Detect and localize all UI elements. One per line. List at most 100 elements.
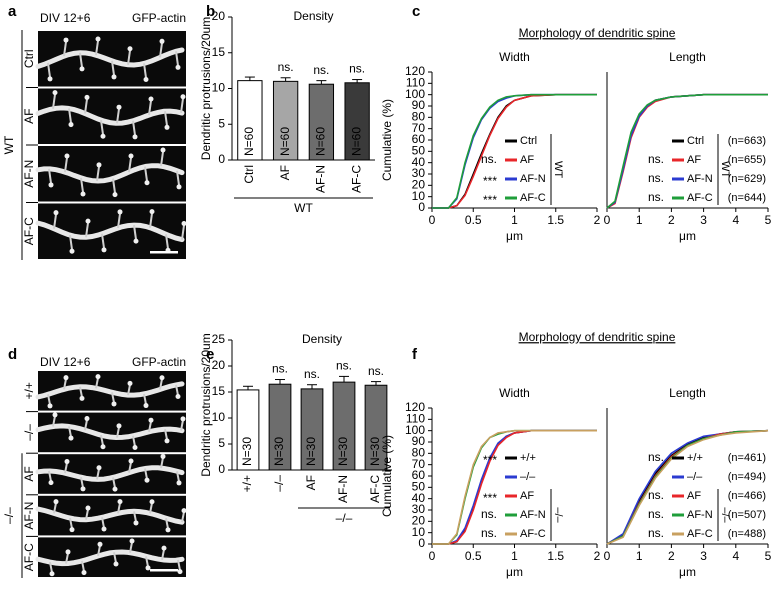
legend-stat: *** xyxy=(483,453,497,467)
legend-stat: ns. xyxy=(481,507,497,521)
spine-head xyxy=(145,565,151,571)
spine-head xyxy=(176,184,182,190)
spine xyxy=(117,502,121,514)
significance: ns. xyxy=(278,60,294,74)
x-tick-label: 0 xyxy=(604,549,611,563)
legend-count: (n=507) xyxy=(728,509,766,521)
spine xyxy=(181,511,185,523)
spine-head xyxy=(63,37,69,43)
spine xyxy=(84,419,88,431)
dendrite xyxy=(35,220,185,243)
cumulative-line xyxy=(432,429,597,545)
legend-group-label: –/– xyxy=(552,507,564,523)
y-tick-label: 0 xyxy=(218,152,225,166)
x-tick-label: 5 xyxy=(765,213,772,227)
spine xyxy=(69,234,73,250)
legend-stat: ns. xyxy=(481,152,497,166)
spine xyxy=(85,509,89,520)
x-tick-label: 1 xyxy=(511,213,518,227)
legend-stat: ns. xyxy=(648,171,664,185)
legend-group-label: –/– xyxy=(719,507,731,523)
x-tick-label: AF xyxy=(278,165,292,180)
spine-head xyxy=(112,486,118,492)
spine-head xyxy=(180,94,186,100)
x-tick-label: AF-N xyxy=(336,475,350,503)
spine xyxy=(69,517,73,529)
legend-stat: ns. xyxy=(648,526,664,540)
y-tick-label: 120 xyxy=(405,400,425,414)
image-header: DIV 12+6 xyxy=(40,11,91,25)
legend-label: –/– xyxy=(687,471,703,483)
spine xyxy=(180,98,184,113)
y-tick-label: 20 xyxy=(412,178,426,192)
spine xyxy=(111,60,115,76)
x-tick-label: AF-N xyxy=(314,165,328,193)
spine-head xyxy=(132,134,138,140)
spine xyxy=(177,559,181,571)
bar-label: N=30 xyxy=(272,437,286,466)
spine-head xyxy=(149,209,155,215)
spine xyxy=(160,151,164,167)
spine-head xyxy=(176,480,182,486)
panel-letter: e xyxy=(206,346,214,363)
x-tick-label: 2 xyxy=(594,213,601,227)
legend-label: AF-C xyxy=(687,192,713,204)
spine xyxy=(132,435,136,447)
legend-count: (n=494) xyxy=(728,471,766,483)
spine-head xyxy=(175,394,181,400)
spine-head xyxy=(95,374,101,380)
spine-head xyxy=(68,122,74,128)
bar-label: N=60 xyxy=(278,127,292,156)
spine xyxy=(64,157,68,173)
spine xyxy=(176,471,180,482)
image-header: GFP-actin xyxy=(132,11,186,25)
y-tick-label: 100 xyxy=(405,423,425,437)
spine xyxy=(47,62,51,78)
spine-head xyxy=(177,569,183,575)
row-label: AF xyxy=(22,109,36,124)
x-tick-label: 4 xyxy=(732,549,739,563)
x-axis-label: μm xyxy=(679,565,696,579)
scale-bar xyxy=(150,251,178,254)
y-tick-label: 30 xyxy=(412,502,426,516)
spine xyxy=(113,552,117,563)
spine xyxy=(159,42,163,58)
spine-head xyxy=(149,499,155,505)
y-axis-label: Cumulative (%) xyxy=(380,435,394,517)
x-tick-label: 0.5 xyxy=(465,213,482,227)
dendrite xyxy=(35,465,185,482)
spine xyxy=(116,108,120,124)
spine-head xyxy=(112,192,118,198)
significance: ns. xyxy=(349,62,365,76)
x-axis-label: μm xyxy=(506,229,523,243)
spine xyxy=(127,50,131,65)
spine-head xyxy=(116,423,122,429)
y-tick-label: 60 xyxy=(412,132,426,146)
group-label: –/– xyxy=(2,507,16,524)
spine xyxy=(160,457,164,469)
spine xyxy=(117,213,121,229)
legend-label: AF-C xyxy=(520,528,546,540)
chart-title: Density xyxy=(302,332,342,346)
spine-head xyxy=(113,561,119,567)
legend-count: (n=644) xyxy=(728,192,766,204)
legend-group-label: WT xyxy=(719,161,731,178)
legend-label: AF-N xyxy=(687,173,713,185)
bar-label: N=60 xyxy=(242,127,256,156)
spine-head xyxy=(47,403,53,409)
spine xyxy=(49,561,53,573)
spine-head xyxy=(144,477,150,483)
y-tick-label: 40 xyxy=(412,491,426,505)
legend-count: (n=655) xyxy=(728,154,766,166)
spine xyxy=(52,94,56,109)
spine-head xyxy=(148,96,154,102)
panel-letter: a xyxy=(8,3,17,20)
spine-head xyxy=(48,480,54,486)
y-tick-label: 15 xyxy=(212,45,226,59)
spine xyxy=(176,170,180,186)
y-tick-label: 0 xyxy=(418,200,425,214)
bar-label: N=30 xyxy=(368,437,382,466)
spine-head xyxy=(53,499,59,505)
legend-label: AF-N xyxy=(520,509,546,521)
dendrite xyxy=(35,47,185,69)
